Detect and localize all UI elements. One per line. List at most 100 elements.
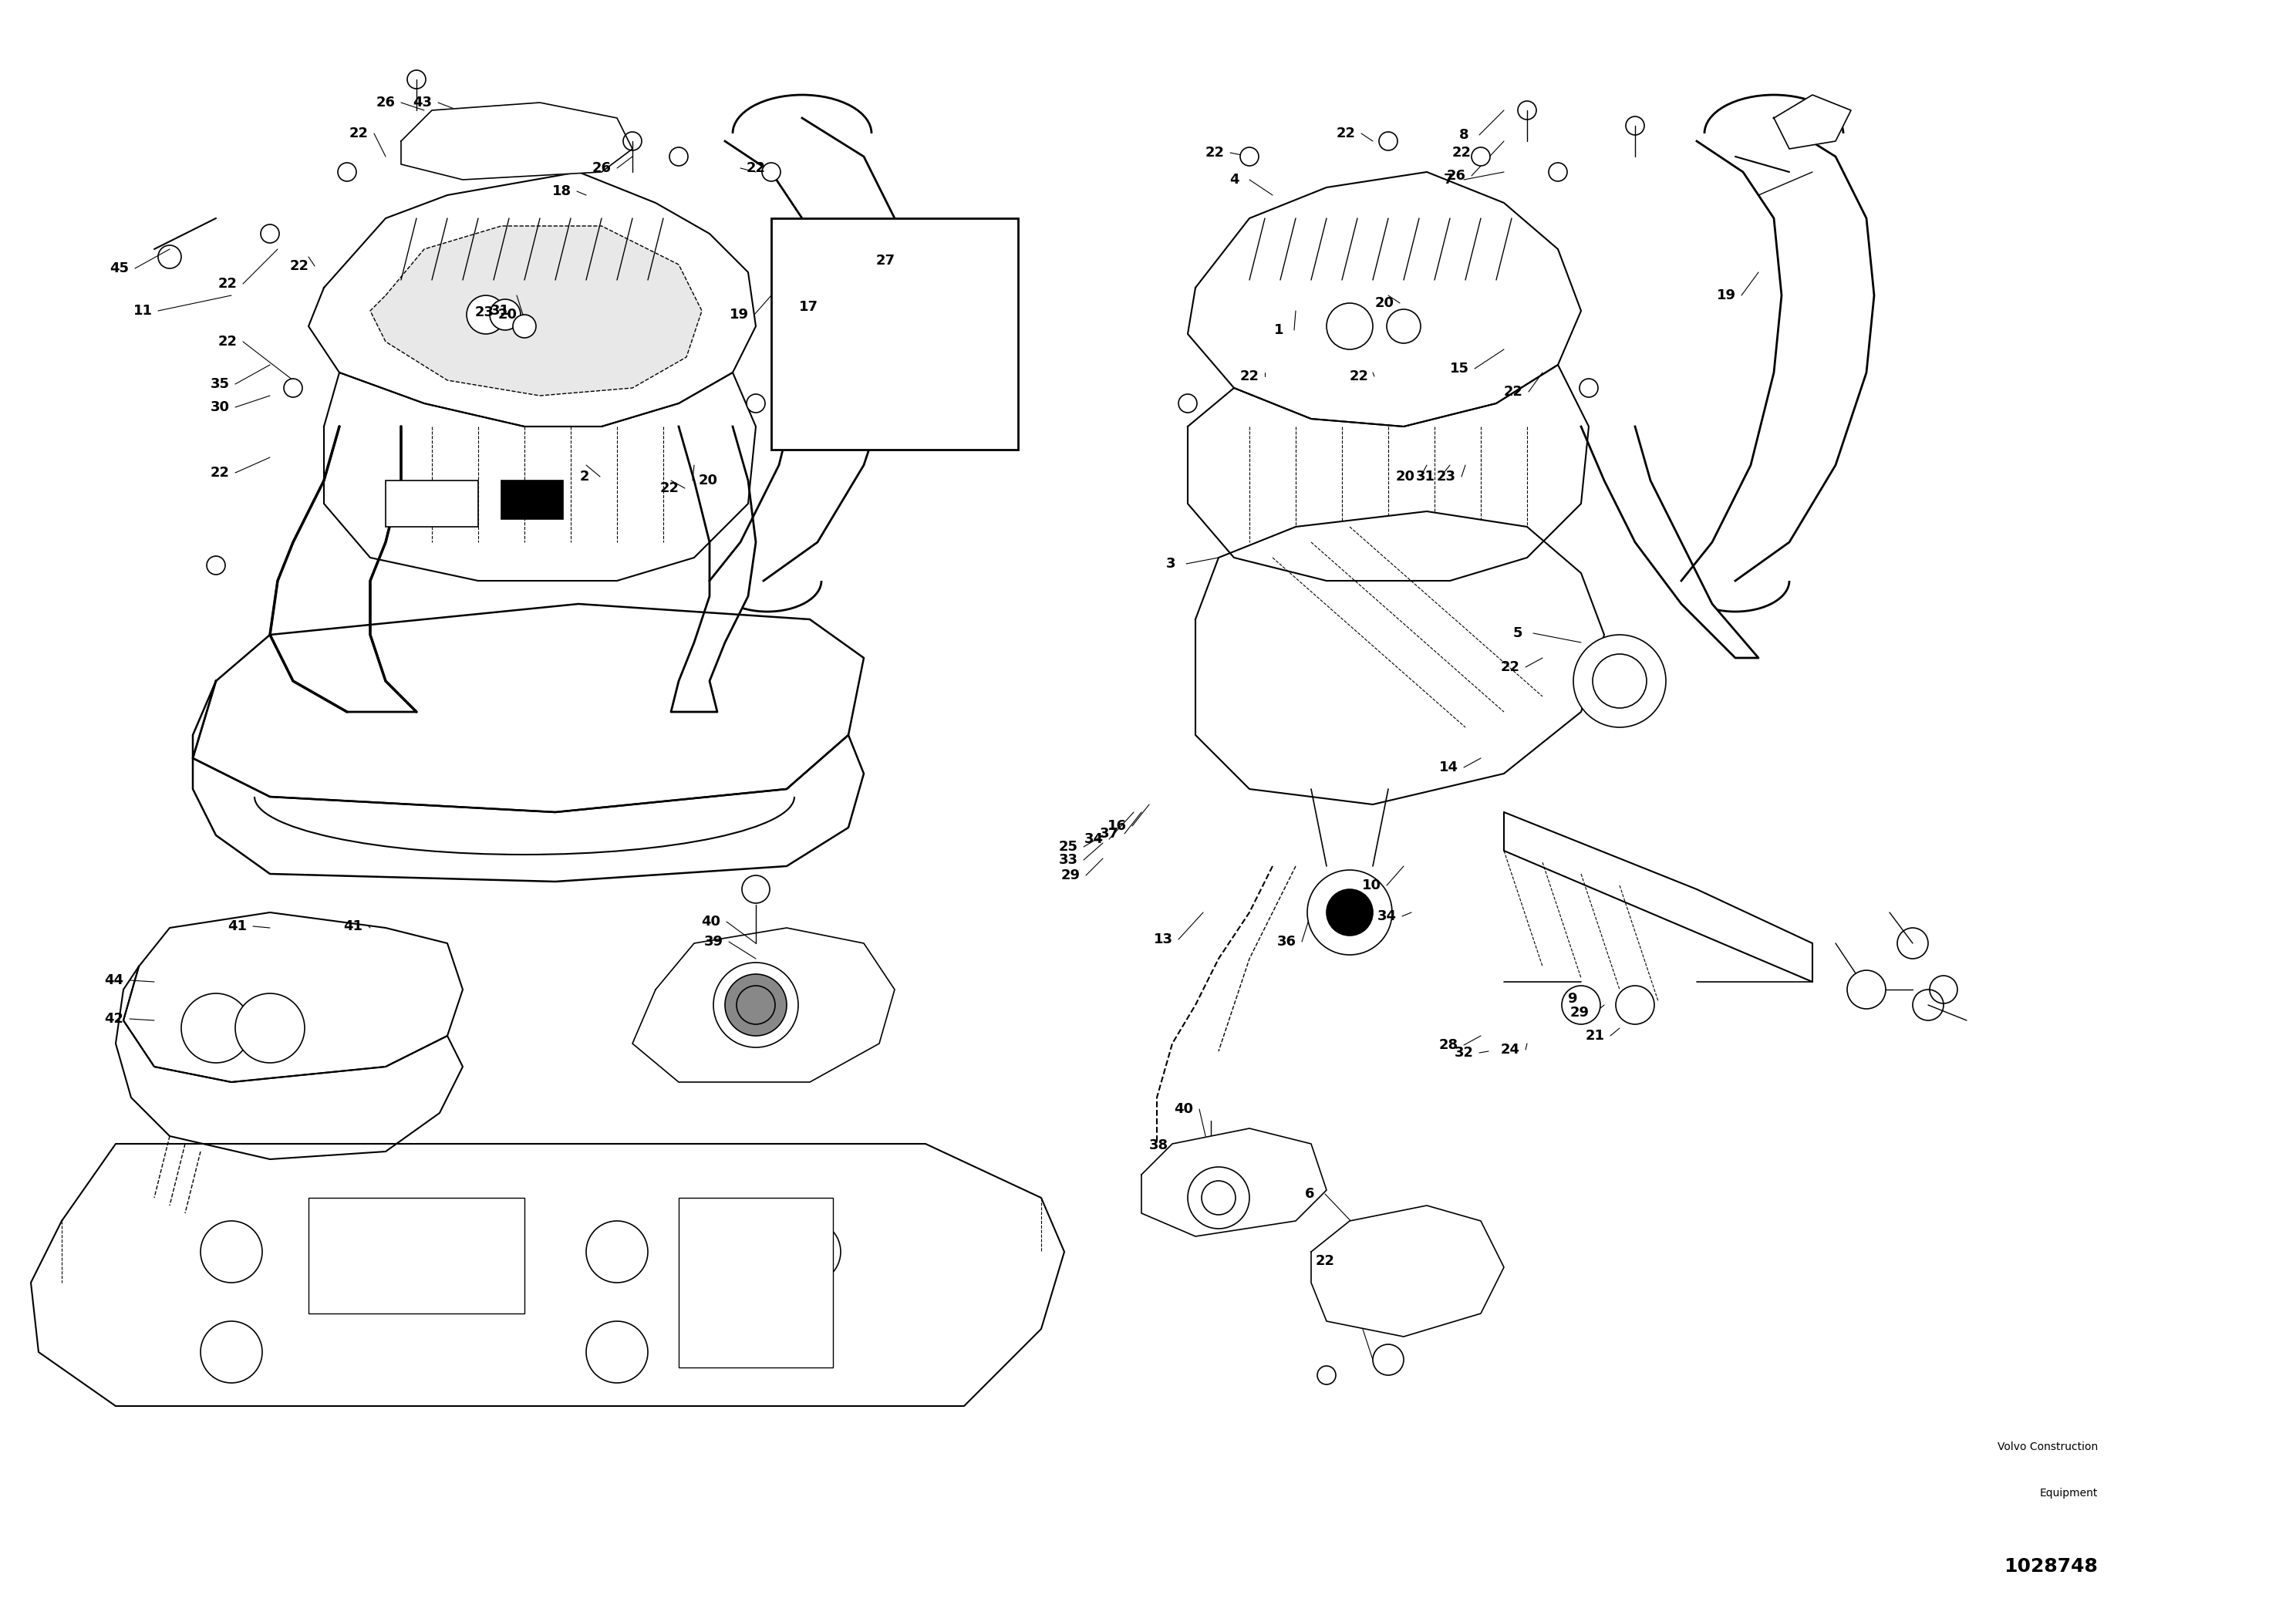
Text: 31: 31 [489, 303, 510, 318]
Circle shape [746, 394, 765, 412]
Text: 32: 32 [1453, 1046, 1474, 1059]
Text: 22: 22 [1316, 1254, 1334, 1268]
Text: 28: 28 [1440, 1038, 1458, 1053]
Polygon shape [670, 427, 755, 712]
Text: 25: 25 [1058, 840, 1077, 853]
Text: 22: 22 [1205, 146, 1224, 159]
Text: 31: 31 [1417, 470, 1435, 483]
Circle shape [1306, 869, 1391, 955]
Text: 32: 32 [1339, 920, 1357, 933]
Text: 26: 26 [592, 161, 611, 175]
Text: 22: 22 [1502, 660, 1520, 675]
Circle shape [1848, 970, 1885, 1009]
Circle shape [1593, 654, 1646, 709]
Text: 16: 16 [1107, 819, 1127, 834]
Circle shape [1561, 986, 1600, 1023]
Circle shape [1616, 986, 1655, 1023]
Text: 22: 22 [218, 277, 236, 290]
Circle shape [234, 993, 305, 1062]
Circle shape [1327, 303, 1373, 349]
Polygon shape [115, 967, 464, 1160]
Bar [386, 480, 478, 527]
Text: 4: 4 [1228, 174, 1240, 187]
Polygon shape [1141, 1129, 1327, 1236]
Text: 20: 20 [498, 308, 517, 321]
Bar [308, 1197, 523, 1314]
Text: 2: 2 [581, 470, 590, 483]
Bar [680, 1197, 833, 1367]
Text: 34: 34 [1084, 832, 1104, 847]
Circle shape [1373, 1345, 1403, 1375]
Text: 3: 3 [1166, 556, 1176, 571]
Text: 20: 20 [1375, 297, 1394, 310]
Text: 22: 22 [289, 260, 310, 272]
Circle shape [726, 975, 788, 1036]
Text: 41: 41 [227, 920, 248, 933]
Circle shape [1380, 131, 1398, 151]
Text: 22: 22 [1336, 127, 1355, 141]
Text: 8: 8 [1458, 128, 1469, 141]
Circle shape [1580, 378, 1598, 397]
Text: 43: 43 [413, 96, 432, 110]
Text: 21: 21 [1584, 1028, 1605, 1043]
Circle shape [1178, 394, 1196, 412]
Polygon shape [1681, 118, 1874, 581]
Text: 24: 24 [1502, 1043, 1520, 1056]
Text: 22: 22 [349, 127, 367, 141]
Text: Equipment: Equipment [2039, 1487, 2099, 1499]
Polygon shape [193, 603, 863, 813]
Text: 26: 26 [377, 96, 395, 110]
Circle shape [512, 315, 535, 337]
Text: 22: 22 [1240, 370, 1258, 383]
Polygon shape [402, 102, 631, 180]
Circle shape [1318, 1366, 1336, 1385]
Circle shape [1472, 148, 1490, 165]
Polygon shape [193, 681, 863, 882]
Bar [501, 480, 563, 519]
Polygon shape [30, 1144, 1065, 1406]
Circle shape [285, 378, 303, 397]
Text: 23: 23 [475, 305, 494, 320]
Text: 18: 18 [551, 185, 572, 198]
Circle shape [338, 162, 356, 182]
Polygon shape [1187, 172, 1582, 427]
Polygon shape [1187, 365, 1589, 581]
Polygon shape [1311, 1205, 1504, 1337]
Circle shape [714, 962, 799, 1048]
Text: 10: 10 [1362, 879, 1380, 892]
Text: 20: 20 [1396, 470, 1414, 483]
Polygon shape [631, 928, 895, 1082]
Polygon shape [1196, 511, 1605, 805]
Text: 38: 38 [1148, 1139, 1169, 1152]
Circle shape [1240, 148, 1258, 165]
Text: 44: 44 [106, 973, 124, 988]
Circle shape [1327, 889, 1373, 936]
Text: 40: 40 [1173, 1103, 1194, 1116]
Polygon shape [1775, 94, 1851, 149]
Polygon shape [709, 118, 902, 581]
Text: 22: 22 [211, 466, 230, 480]
Polygon shape [271, 427, 416, 712]
Polygon shape [370, 225, 703, 396]
Text: 29: 29 [1570, 1006, 1589, 1020]
Text: 39: 39 [705, 934, 723, 949]
Text: 13: 13 [1153, 933, 1173, 946]
Circle shape [1573, 634, 1667, 727]
Polygon shape [308, 172, 755, 427]
Circle shape [1387, 310, 1421, 344]
Text: 5: 5 [1513, 626, 1522, 641]
Text: 6: 6 [1304, 1187, 1313, 1200]
Text: Volvo Construction: Volvo Construction [1998, 1442, 2099, 1452]
Text: 36: 36 [1277, 934, 1295, 949]
Polygon shape [1582, 427, 1759, 659]
Circle shape [466, 295, 505, 334]
Text: 19: 19 [1717, 289, 1736, 302]
Circle shape [670, 148, 689, 165]
Circle shape [181, 993, 250, 1062]
Polygon shape [124, 913, 464, 1082]
Text: 20: 20 [698, 474, 719, 488]
Text: 9: 9 [1566, 993, 1577, 1006]
Text: 19: 19 [730, 308, 748, 321]
Text: 45: 45 [110, 261, 129, 276]
Text: 23: 23 [1437, 470, 1456, 483]
